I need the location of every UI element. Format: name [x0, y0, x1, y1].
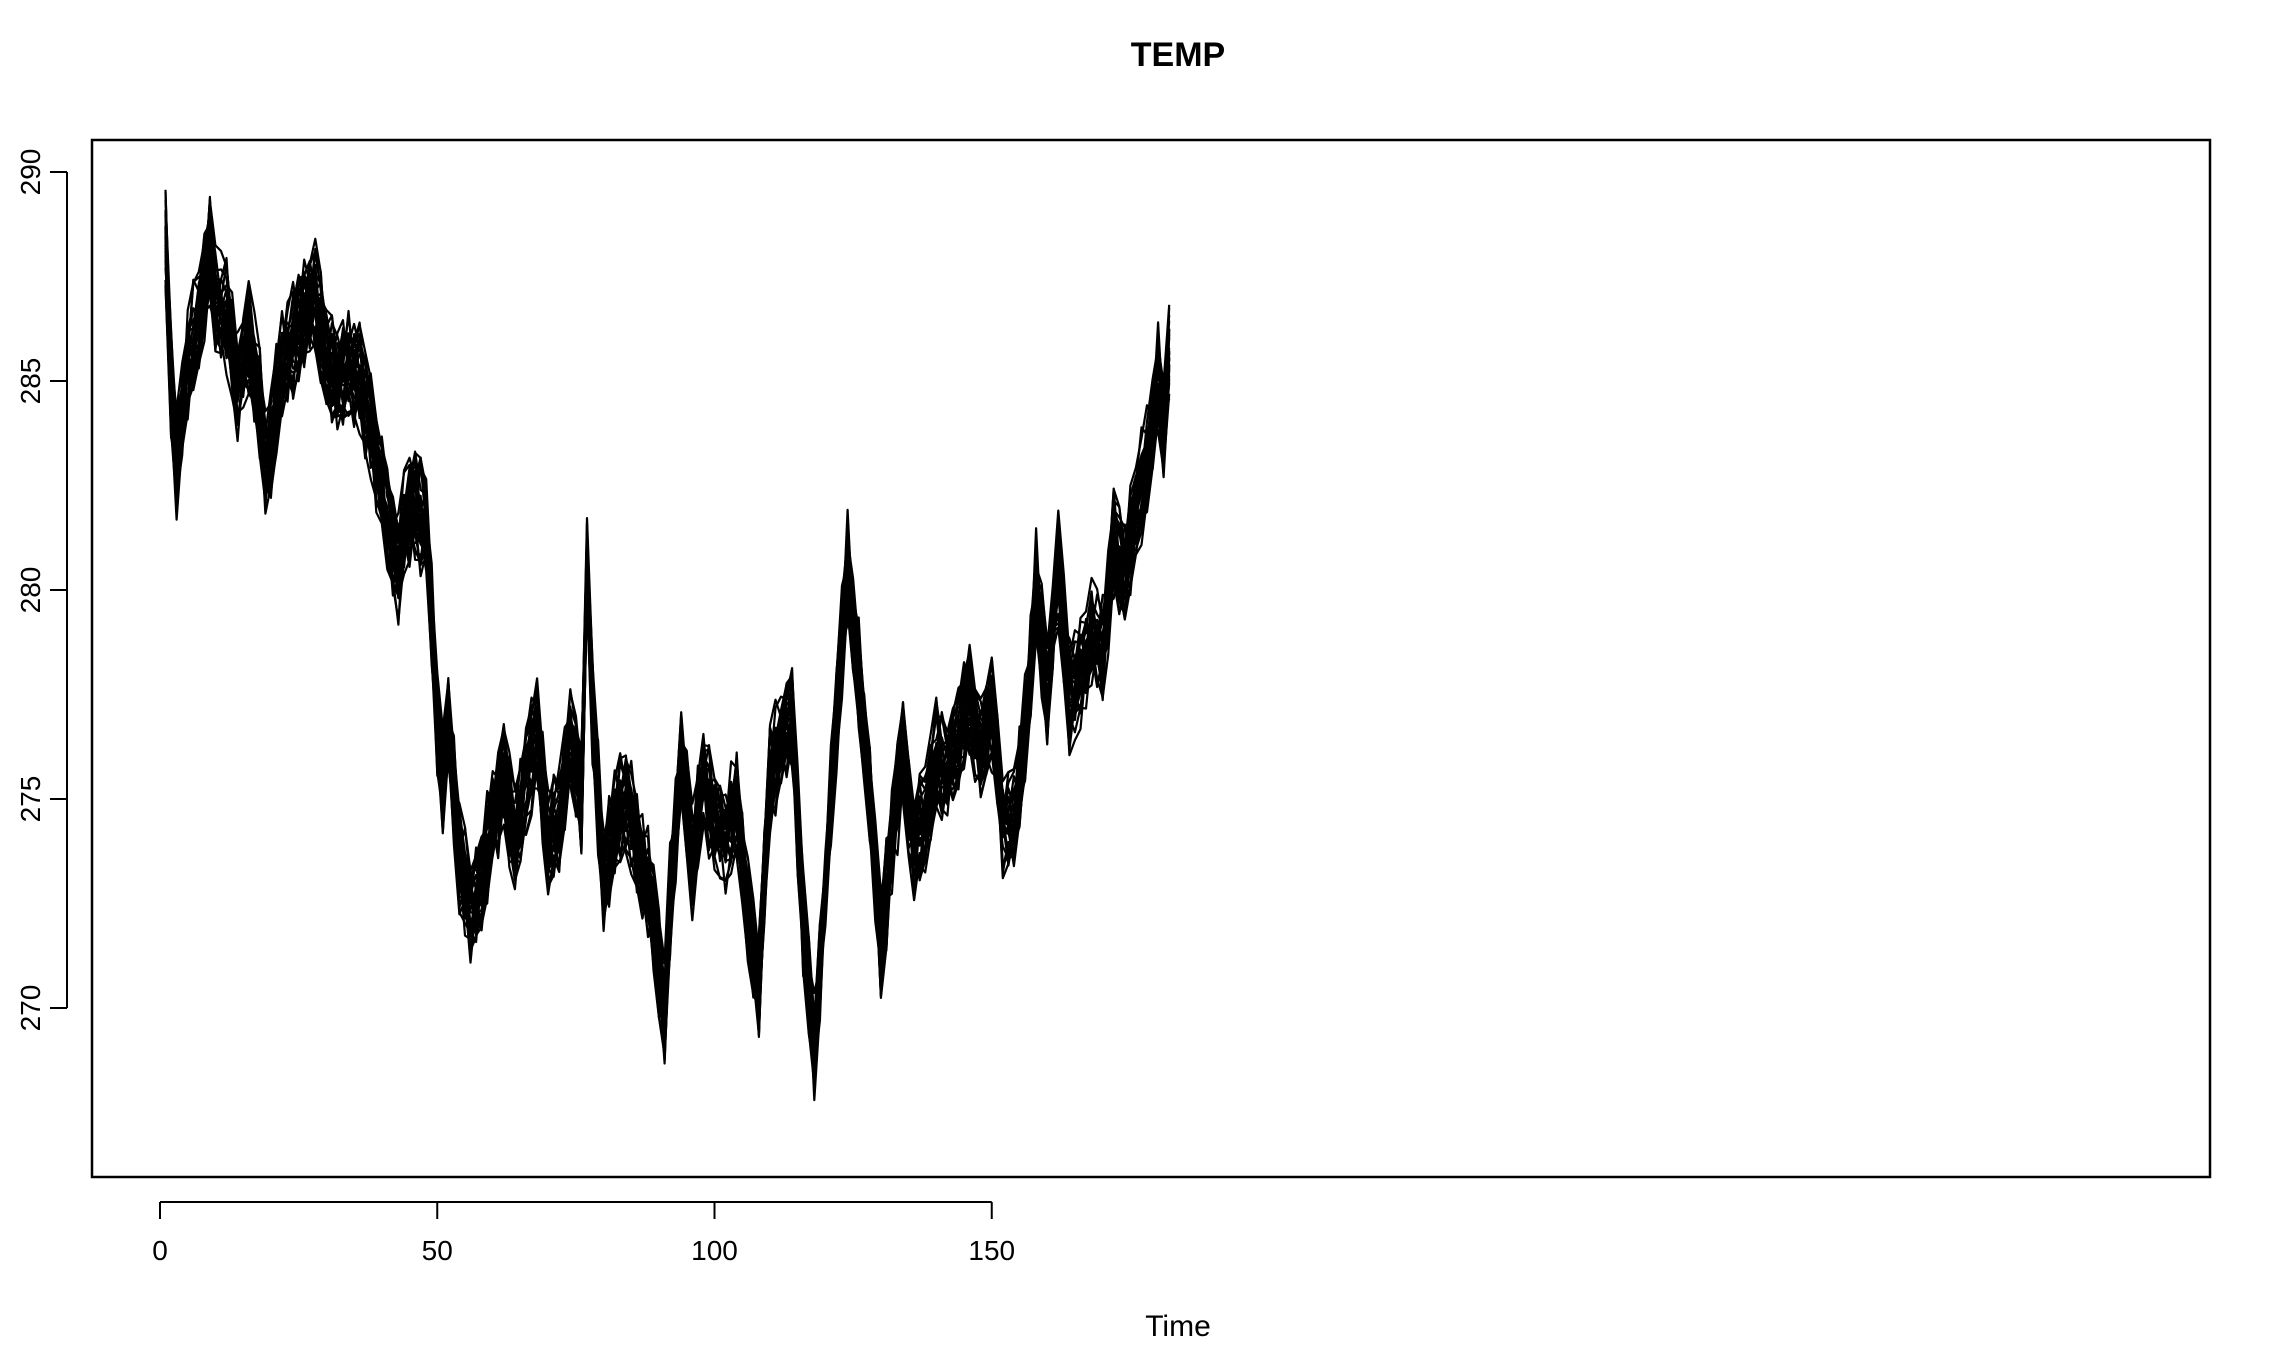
x-tick-label: 50	[422, 1235, 453, 1266]
x-tick-label: 150	[968, 1235, 1015, 1266]
y-tick-label: 290	[15, 149, 46, 196]
y-tick-label: 280	[15, 567, 46, 614]
x-axis-label: Time	[1145, 1310, 1211, 1343]
y-tick-label: 275	[15, 776, 46, 823]
y-tick-label: 270	[15, 985, 46, 1032]
plot-frame	[90, 138, 2212, 1179]
series-group	[164, 189, 1171, 1102]
series-line	[164, 226, 1171, 1067]
chart-title: TEMP	[1131, 36, 1225, 74]
x-axis: 0 50 100 150	[152, 1201, 1015, 1266]
x-tick-label: 0	[152, 1235, 168, 1266]
y-tick-label: 285	[15, 358, 46, 405]
series-line	[164, 274, 1171, 1086]
x-tick-label: 100	[691, 1235, 738, 1266]
y-axis: 270 275 280 285 290	[15, 149, 68, 1032]
